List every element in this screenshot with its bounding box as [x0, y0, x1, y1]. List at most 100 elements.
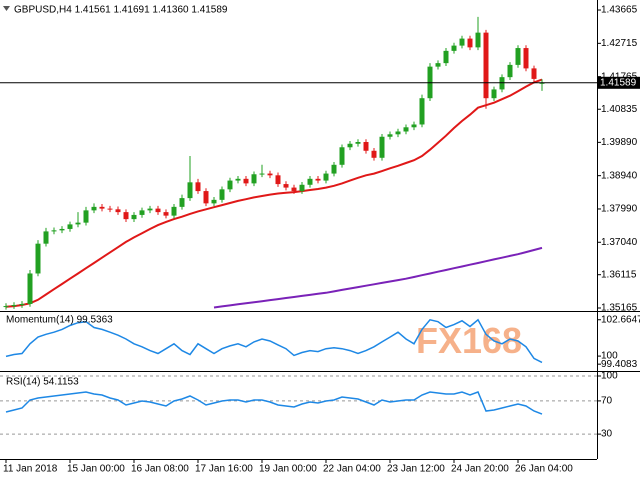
y-tick-label: 30: [601, 429, 613, 440]
indicator-title: RSI(14) 54.1153: [6, 377, 79, 388]
y-tick-label: 1.38940: [601, 170, 638, 181]
x-tick-label: 24 Jan 20:00: [451, 464, 509, 475]
x-tick-label: 15 Jan 00:00: [67, 464, 125, 475]
candle-body: [83, 210, 89, 223]
candle-body: [251, 174, 257, 184]
candle-body: [203, 191, 209, 204]
candle-body: [139, 210, 145, 215]
candle-body: [443, 50, 449, 64]
x-tick-label: 22 Jan 04:00: [323, 464, 381, 475]
x-tick-label: 16 Jan 08:00: [131, 464, 189, 475]
candle-body: [243, 178, 249, 184]
price-label: 1.41589: [600, 77, 637, 88]
candle-body: [291, 187, 297, 192]
candle-body: [155, 208, 161, 213]
candle-body: [435, 63, 441, 67]
candle-body: [211, 199, 217, 204]
candle-body: [259, 173, 265, 175]
candle-body: [315, 178, 321, 181]
candle-body: [371, 150, 377, 158]
candle-body: [339, 147, 345, 165]
candle-body: [43, 231, 49, 244]
candle-body: [179, 198, 185, 207]
candle-body: [91, 206, 97, 211]
candle-body: [355, 142, 361, 144]
candle-body: [331, 164, 337, 174]
candle-body: [35, 243, 41, 274]
candle-body: [523, 48, 529, 69]
candle-body: [107, 208, 113, 210]
candle-body: [491, 89, 497, 99]
candle-body: [483, 32, 489, 99]
y-tick-label: 100: [601, 351, 618, 362]
candle-body: [171, 206, 177, 216]
y-tick-label: 1.36115: [601, 269, 637, 280]
menu-icon[interactable]: [3, 6, 10, 11]
moving-average-line: [5, 78, 543, 308]
candle-body: [115, 209, 121, 213]
candle-body: [267, 173, 273, 176]
candle-body: [411, 124, 417, 128]
candle-body: [19, 303, 25, 306]
candle-body: [379, 136, 385, 158]
candle-body: [27, 273, 33, 304]
candle-body: [163, 212, 169, 216]
y-tick-label: 1.37990: [601, 204, 638, 215]
candle-body: [307, 178, 313, 185]
candle-body: [459, 38, 465, 46]
candle-body: [59, 228, 65, 231]
candle-body: [323, 173, 329, 181]
candle-body: [3, 306, 9, 308]
x-tick-label: 23 Jan 12:00: [387, 464, 445, 475]
candle-body: [467, 38, 473, 48]
indicator-title: Momentum(14) 99.5363: [6, 315, 113, 326]
candle-body: [75, 222, 81, 225]
watermark: FX168: [416, 320, 522, 361]
y-tick-label: 102.6647: [601, 314, 640, 325]
x-tick-label: 26 Jan 04:00: [515, 464, 573, 475]
x-tick-label: 19 Jan 00:00: [259, 464, 317, 475]
candle-body: [11, 305, 17, 307]
candle-body: [99, 206, 105, 209]
y-tick-label: 1.40835: [601, 104, 638, 115]
candle-body: [507, 64, 513, 78]
x-tick-label: 11 Jan 2018: [3, 464, 58, 475]
candle-body: [387, 134, 393, 137]
y-tick-label: 99.4083: [601, 359, 638, 370]
candle-body: [227, 180, 233, 190]
candle-body: [275, 175, 281, 185]
candle-body: [419, 98, 425, 125]
candle-body: [451, 45, 457, 51]
candle-body: [235, 178, 241, 181]
indicator-line: [5, 318, 543, 364]
candle-body: [283, 184, 289, 188]
moving-average-line: [213, 246, 543, 309]
y-tick-label: 1.39890: [601, 137, 638, 148]
y-tick-label: 100: [601, 371, 618, 382]
y-tick-label: 1.42715: [601, 38, 638, 49]
candle-body: [347, 143, 353, 148]
y-tick-label: 1.41765: [601, 71, 638, 82]
chart-title: GBPUSD,H4 1.41561 1.41691 1.41360 1.4158…: [14, 5, 228, 16]
y-tick-label: 1.37040: [601, 237, 638, 248]
candle-body: [147, 208, 153, 211]
price-label-box: [597, 76, 640, 89]
candle-body: [531, 68, 537, 79]
candle-body: [67, 224, 73, 229]
candle-body: [403, 127, 409, 132]
y-tick-label: 1.43665: [601, 5, 638, 16]
indicator-line: [5, 391, 543, 415]
candle-body: [299, 184, 305, 192]
x-tick-label: 17 Jan 16:00: [195, 464, 253, 475]
candle-body: [475, 32, 481, 48]
candle-body: [123, 212, 129, 220]
candle-body: [363, 142, 369, 151]
candle-body: [395, 131, 401, 135]
y-tick-label: 1.35165: [601, 303, 638, 314]
candle-body: [219, 189, 225, 200]
candle-body: [187, 182, 193, 199]
candle-body: [195, 182, 201, 192]
